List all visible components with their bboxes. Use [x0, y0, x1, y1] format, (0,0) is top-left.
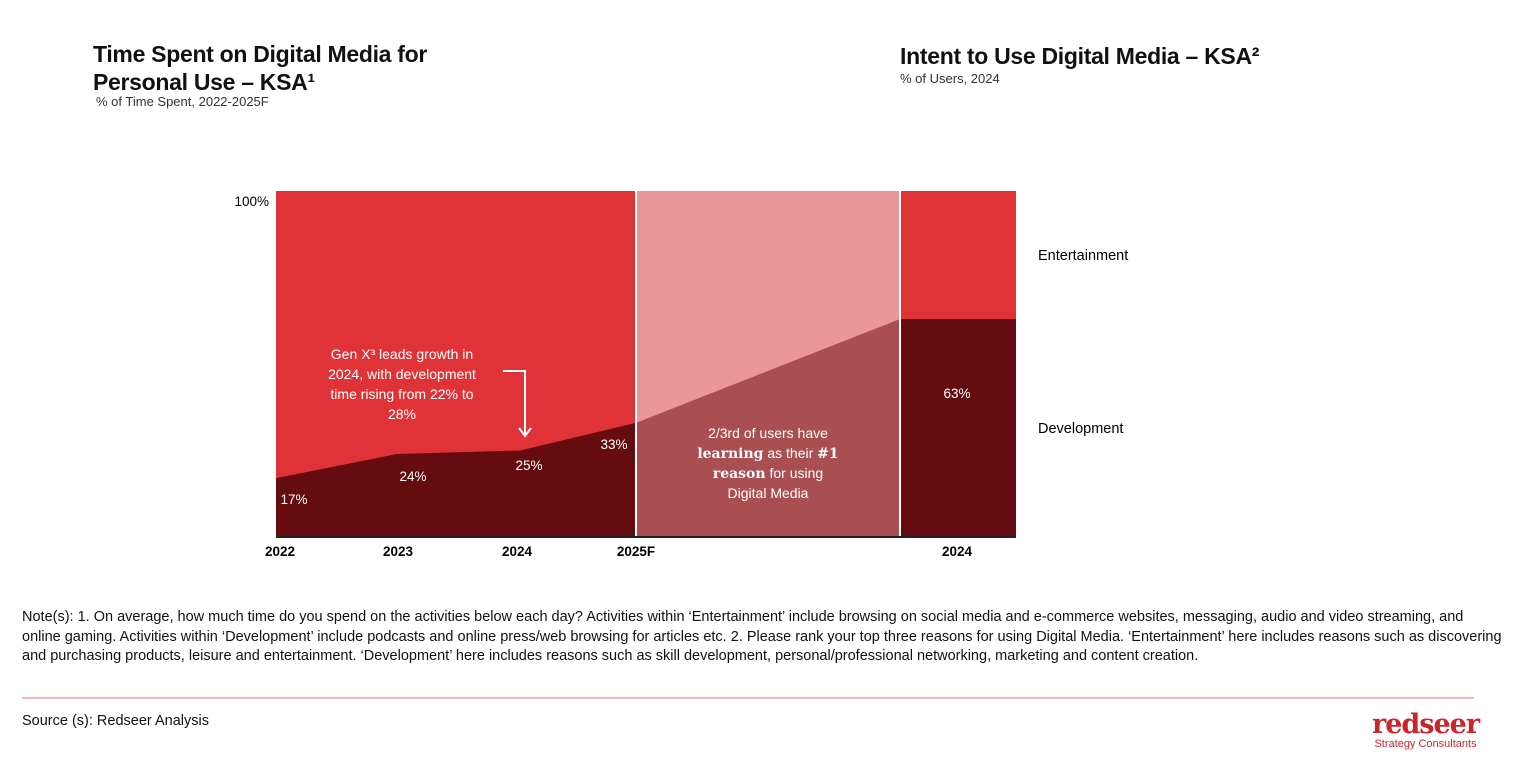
annotation-genx: time rising from 22% to: [330, 386, 473, 402]
data-label: 63%: [943, 386, 970, 401]
y-tick-label: 100%: [234, 194, 269, 209]
data-label: 24%: [399, 469, 426, 484]
title-line: Time Spent on Digital Media for: [93, 41, 428, 67]
x-tick-label: 2025F: [617, 544, 655, 559]
arrow-icon: [503, 370, 526, 434]
data-label: 33%: [600, 437, 627, 452]
title-line: Personal Use – KSA¹: [93, 69, 315, 95]
x-tick-label: 2023: [383, 544, 414, 559]
legend-entertainment: Entertainment: [1038, 248, 1128, 264]
right-chart-title: Intent to Use Digital Media – KSA²: [900, 43, 1260, 69]
connector-development: [636, 319, 900, 537]
data-label: 25%: [515, 458, 542, 473]
logo-tagline: Strategy Consultants: [1374, 738, 1477, 750]
annotation-learning: learning as their #1: [697, 445, 838, 462]
annotation-genx: Gen X³ leads growth in: [331, 346, 473, 362]
annotation-learning: 2/3rd of users have: [708, 425, 828, 441]
annotation-learning: reason for using: [713, 465, 823, 482]
right-chart-subtitle: % of Users, 2024: [900, 71, 1000, 86]
legend-development: Development: [1038, 421, 1123, 437]
arrow-head-icon: [518, 427, 532, 438]
left-chart-title: Time Spent on Digital Media for Personal…: [93, 40, 427, 96]
data-label: 17%: [280, 492, 307, 507]
annotation-genx: 2024, with development: [328, 366, 476, 382]
x-tick-label: 2024: [502, 544, 533, 559]
x-tick-label: 2024: [942, 544, 973, 559]
annotation-genx: 28%: [388, 406, 416, 422]
bar-entertainment: [900, 191, 1016, 320]
bar-development: [900, 319, 1016, 537]
logo-wordmark: redseer: [1372, 709, 1480, 740]
left-chart-subtitle: % of Time Spent, 2022-2025F: [96, 94, 269, 109]
source: Source (s): Redseer Analysis: [22, 713, 209, 729]
development-area: [276, 422, 636, 537]
divider: [22, 697, 1474, 699]
footnote: Note(s): 1. On average, how much time do…: [22, 609, 1502, 664]
annotation-learning: Digital Media: [728, 485, 809, 501]
redseer-logo: redseer Strategy Consultants: [1372, 709, 1480, 750]
chart-svg: 100% 2022 2023 2024 2025F 2024 17% 24% 25% 33% 63%…: [234, 191, 1128, 559]
x-tick-label: 2022: [265, 544, 295, 559]
